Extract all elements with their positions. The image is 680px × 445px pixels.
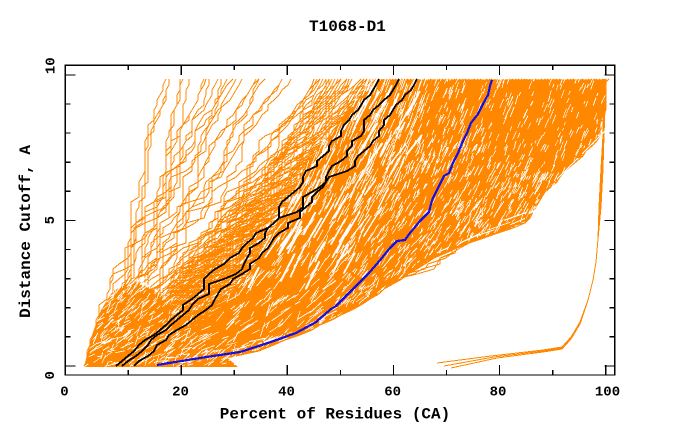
svg-text:5: 5: [43, 216, 59, 224]
svg-text:Distance Cutoff, A: Distance Cutoff, A: [17, 145, 35, 318]
svg-text:40: 40: [278, 385, 295, 401]
svg-text:60: 60: [384, 385, 401, 401]
svg-text:10: 10: [44, 57, 60, 74]
svg-text:0: 0: [43, 371, 59, 379]
svg-text:100: 100: [595, 385, 620, 401]
svg-text:T1068-D1: T1068-D1: [309, 18, 386, 36]
svg-text:80: 80: [490, 385, 507, 401]
svg-text:20: 20: [172, 385, 189, 401]
svg-text:Percent of Residues (CA): Percent of Residues (CA): [220, 406, 450, 424]
svg-text:0: 0: [60, 385, 68, 401]
